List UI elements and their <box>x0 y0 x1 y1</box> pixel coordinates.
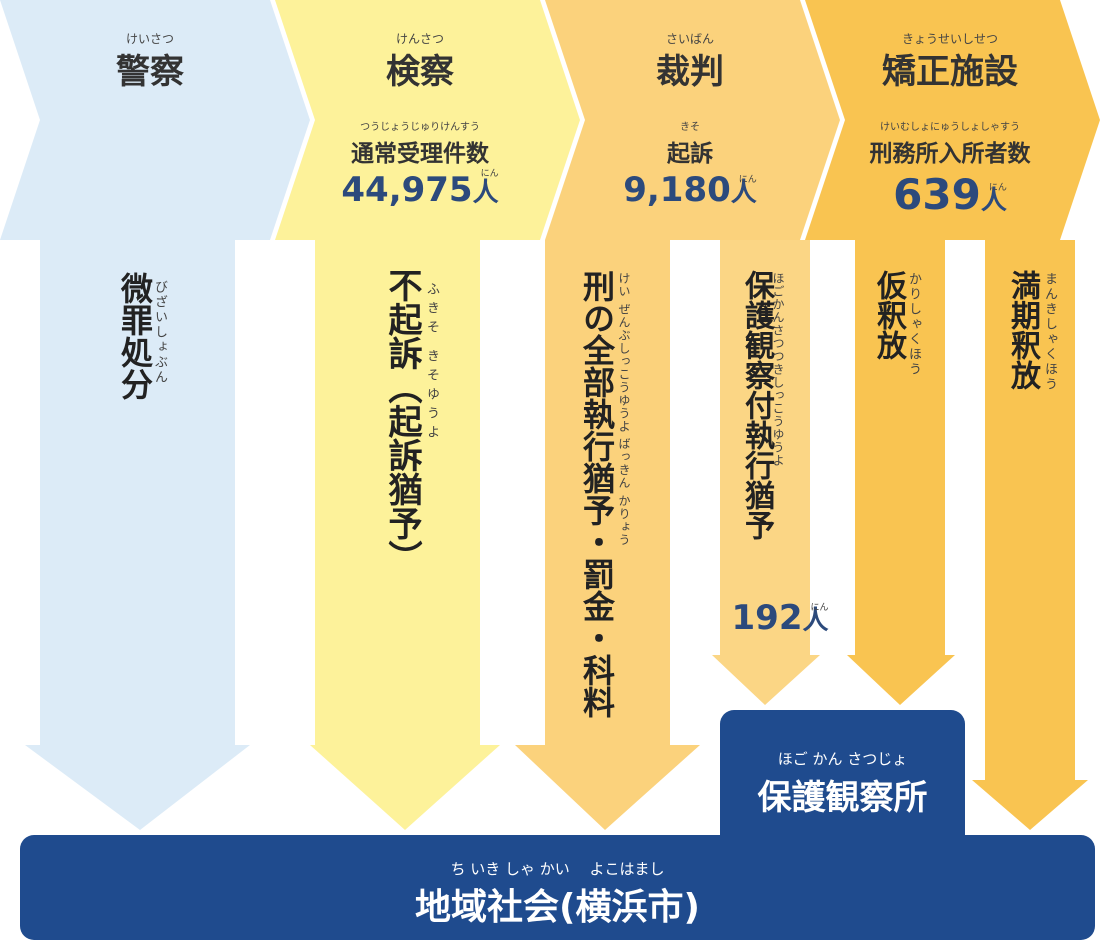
metric-value: 9,180人 にん <box>570 170 810 210</box>
unit-text: 人 <box>980 186 1007 216</box>
value: 9,180 <box>623 170 731 210</box>
reading: にん <box>480 169 499 179</box>
stage-prosecution <box>275 0 580 240</box>
stage-label: 裁判 <box>656 52 724 92</box>
metric-label: 通常受理件数 <box>351 141 489 167</box>
arrow-parole <box>847 240 955 705</box>
reading: ほごかんさつつきしっこうゆうよ <box>771 272 785 467</box>
flow-label: 微罪処分 <box>116 272 154 400</box>
reading: にん <box>988 183 1007 193</box>
arrow-prosecution <box>310 240 500 830</box>
stage-correction <box>805 0 1100 240</box>
box-probation-office <box>720 710 965 860</box>
flow-label: 刑の全部執行猶予・罰金・科料 <box>578 270 616 718</box>
stage-label: 警察 <box>116 52 184 92</box>
unit: 人にん <box>472 169 499 208</box>
reading: きょうせいしせつ <box>901 32 998 46</box>
arrow-expiry <box>972 240 1088 830</box>
reading: きそ <box>680 122 700 133</box>
reading: ほご かん さつじょ <box>777 750 908 768</box>
flow-count: 192人 にん <box>720 598 840 638</box>
unit-text: 人 <box>472 178 499 208</box>
flow-label: 満期釈放 <box>1005 270 1040 390</box>
reading: まんきしゃくほう <box>1042 272 1057 392</box>
flow-label: 仮釈放 <box>871 270 906 360</box>
value: 44,975 <box>341 170 473 210</box>
unit: 人にん <box>730 175 757 208</box>
unit: 人にん <box>980 183 1007 216</box>
reading: ふきそ きそゆうよ <box>424 282 439 445</box>
arrow-trial <box>515 240 700 830</box>
flow-label: 保護観察付執行猶予 <box>739 270 774 540</box>
metric-label: 刑務所入所者数 <box>869 141 1031 167</box>
unit-text: 人 <box>802 606 829 636</box>
reading: けいさつ <box>125 32 174 46</box>
value: 639 <box>893 170 981 219</box>
stage-label: 検察 <box>386 52 454 92</box>
reading: にん <box>810 603 829 613</box>
box-label: 保護観察所 <box>757 778 928 818</box>
stage-label: 矯正施設 <box>882 52 1018 92</box>
reading: けい ぜんぶしっこうゆうよ ばっきん かりょう <box>617 272 631 547</box>
stage-trial <box>545 0 840 240</box>
reading: けいむしょにゅうしょしゃすう <box>880 122 1020 133</box>
reading: びざいしょぶん <box>152 280 167 385</box>
reading: かりしゃくほう <box>906 272 921 377</box>
metric-value: 639人 にん <box>830 170 1070 219</box>
unit-text: 人 <box>730 178 757 208</box>
box-label: 地域社会(横浜市) <box>415 887 700 928</box>
metric-label: 起訴 <box>667 141 713 167</box>
flow-label: 不起訴（起訴猶予） <box>382 268 422 574</box>
unit: 人にん <box>802 603 829 636</box>
arrow-police <box>25 240 250 830</box>
stage-police <box>0 0 310 240</box>
reading: さいばん <box>665 32 714 46</box>
reading: ち いき しゃ かい よこはまし <box>450 860 665 878</box>
arrow-probation <box>712 240 820 705</box>
box-community <box>20 835 1095 940</box>
reading: つうじょうじゅりけんすう <box>360 122 480 133</box>
reading: けんさつ <box>395 32 444 46</box>
metric-value: 44,975人 にん <box>300 169 540 210</box>
reading: にん <box>738 175 757 185</box>
value: 192 <box>731 598 803 638</box>
